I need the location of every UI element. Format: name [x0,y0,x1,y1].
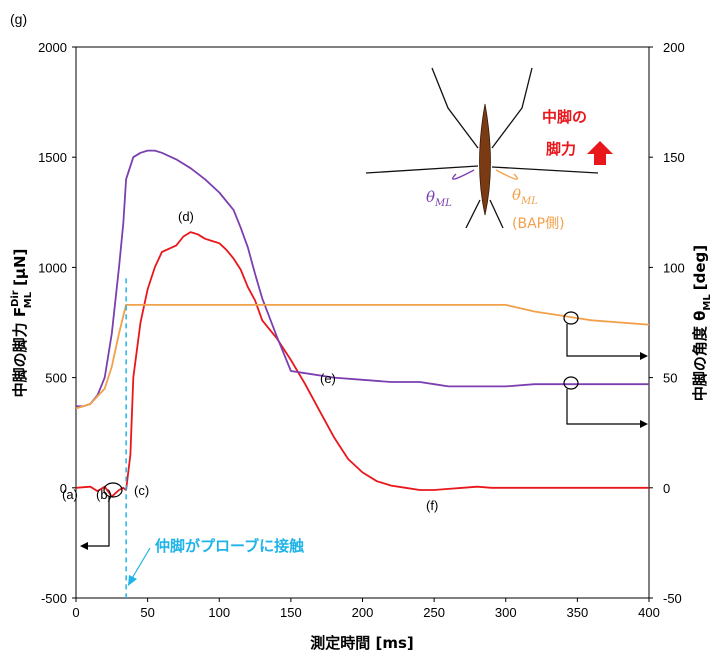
x-tick-label: 0 [72,605,79,620]
y-left-tick-label: -500 [41,591,67,606]
panel-label: (g) [10,11,27,27]
theta-arc-other [451,169,475,180]
leg-right-middle [491,166,599,174]
ylabel-left-sub: ML [23,291,34,308]
x-tick-label: 350 [567,605,589,620]
annotation-f: (f) [426,498,438,513]
leader-arrows [86,311,641,547]
leg-left-front [431,67,479,149]
contact-arrow-line [130,547,151,581]
ylabel-left-sup: Dir [10,290,21,307]
y-right-tick-label: 100 [663,260,685,275]
theta-other-symbol: θ [426,188,435,206]
annotation-d: (d) [178,209,194,224]
x-tick-label: 100 [208,605,230,620]
x-tick-label: 150 [280,605,302,620]
arrow-head-b [80,542,88,550]
theta-label-other: θML [426,188,452,209]
ylabel-left-unit: [μN] [11,249,29,286]
y-axis-left-label: 中脚の脚力 FDir ML [μN] [10,249,34,398]
force-label-line2: 脚力 [546,140,576,158]
x-tick-label: 300 [495,605,517,620]
arrow-path-bap [566,324,641,357]
ylabel-left-text: 中脚の脚力 F [11,307,29,397]
theta-bap-sub: ML [520,196,538,207]
marker-loop-bap [563,311,579,325]
force-label-line1: 中脚の [542,108,587,126]
y-left-tick-label: 1500 [38,150,67,165]
ylabel-right-text: 中脚の角度 θ [691,311,709,402]
y-right-tick-label: 150 [663,150,685,165]
arrow-path-other [566,389,641,425]
x-axis-label: 測定時間 [ms] [310,634,414,652]
x-tick-label: 400 [638,605,660,620]
plot-frame [75,46,650,599]
annotation-c: (c) [134,483,149,498]
tick-labels: 0 50 100 150 200 250 300 350 400-500050010001500… [38,40,685,620]
arrow-path-b [86,496,110,547]
bap-side-label: (BAP側) [512,216,565,232]
marker-loop-b [103,482,123,498]
marker-loop-other [563,376,579,390]
theta-label-bap: θML [512,186,538,207]
annotation-b: (b) [96,487,112,502]
series-angle-bap-line [75,303,650,410]
x-tick-label: 250 [423,605,445,620]
leg-right-hind [489,199,504,229]
insect-body [479,103,491,216]
annotation-e: (e) [320,371,336,386]
annotation-a: (a) [62,487,78,502]
y-right-tick-label: 0 [663,481,670,496]
arrow-head-bap [640,352,648,360]
leg-right-front [491,67,533,149]
y-left-tick-label: 2000 [38,40,67,55]
arrow-heads [80,352,648,550]
contact-arrow-head [128,575,137,586]
y-right-tick-label: 200 [663,40,685,55]
contact-annotation: 仲脚がプローブに接触 [155,537,304,555]
force-up-arrow-icon [587,141,613,165]
y-right-tick-label: -50 [663,591,682,606]
y-left-tick-label: 1000 [38,260,67,275]
theta-bap-symbol: θ [512,186,521,204]
x-tick-label: 200 [352,605,374,620]
theta-arc-bap [495,169,519,180]
series-force-line [75,231,649,498]
svg-text:中脚の角度 θML[deg]: 中脚の角度 θML [deg] [691,245,713,401]
theta-other-sub: ML [434,198,452,209]
x-tick-label: 50 [140,605,154,620]
insect-legs [365,67,599,229]
ylabel-right-sub: ML [702,294,713,311]
y-left-tick-label: 0 [60,481,67,496]
series-angle-other-line [76,149,649,408]
leg-left-hind [465,199,481,229]
y-axis-right-label: 中脚の角度 θML [deg] [691,245,713,401]
y-right-tick-label: 50 [663,371,677,386]
series-layer [75,149,650,498]
leg-left-middle [365,165,479,174]
plot-axes [72,46,653,602]
arrow-head-other [640,420,648,428]
ylabel-right-unit: [deg] [691,245,709,290]
y-left-tick-label: 500 [45,371,67,386]
inset-diagram: θML θML (BAP側) 中脚の 脚力 [365,67,613,232]
